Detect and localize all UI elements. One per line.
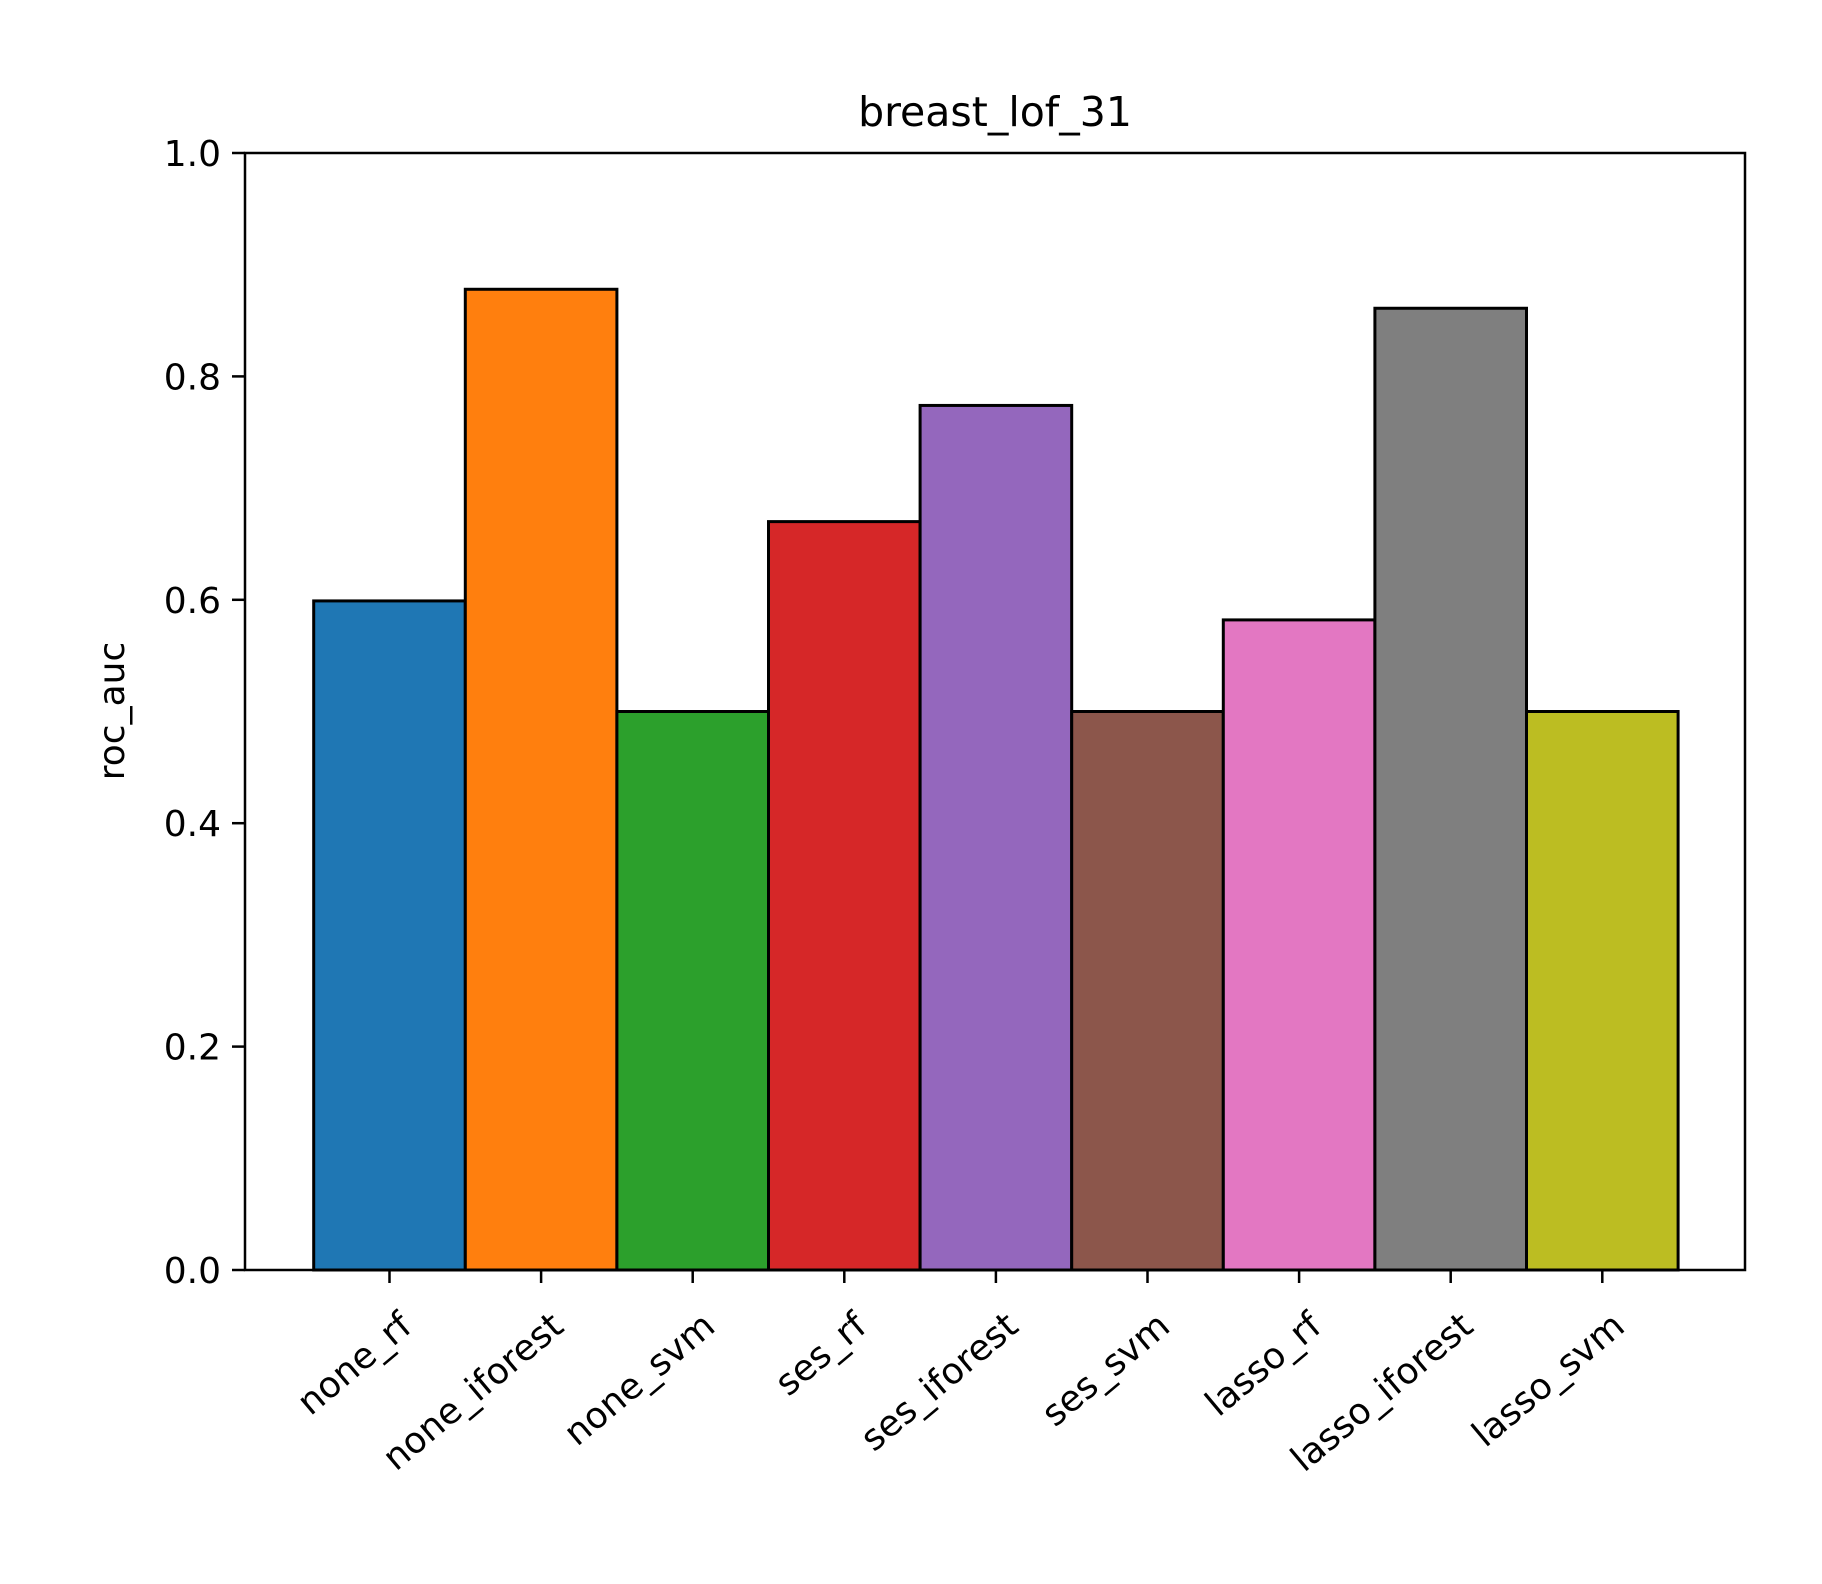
y-axis-title: roc_auc <box>92 642 133 781</box>
bar-lasso-iforest <box>1373 306 1529 1272</box>
plot-frame <box>243 151 1747 1272</box>
bar-none-svm <box>615 710 771 1272</box>
y-tick-label: 0.4 <box>164 804 221 845</box>
y-tick-label: 0.2 <box>164 1028 221 1069</box>
bar-ses-iforest <box>918 403 1074 1272</box>
bars-layer <box>312 287 1680 1272</box>
bar-lasso-svm <box>1525 710 1680 1272</box>
y-tick-label: 1.0 <box>164 134 221 175</box>
y-axis: 0.0 0.2 0.4 0.6 0.8 1.0 <box>164 134 245 1292</box>
bar-none-rf <box>312 599 467 1272</box>
bar-ses-rf <box>767 520 922 1272</box>
y-tick-label: 0.8 <box>164 357 221 398</box>
chart-title: breast_lof_31 <box>858 88 1132 136</box>
bar-ses-svm <box>1070 710 1225 1272</box>
y-tick-label: 0.0 <box>164 1251 221 1292</box>
bar-lasso-rf <box>1221 618 1377 1272</box>
y-tick-label: 0.6 <box>164 581 221 622</box>
bar-none-iforest <box>463 287 619 1272</box>
